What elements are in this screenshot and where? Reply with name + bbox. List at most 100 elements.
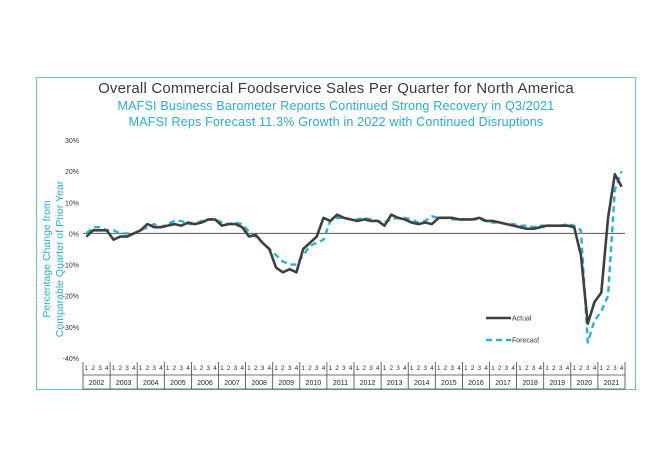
quarter-tick-label: 2 (335, 365, 339, 372)
quarter-tick-label: 1 (85, 365, 89, 372)
quarter-tick-label: 1 (599, 365, 603, 372)
quarter-tick-label: 2 (552, 365, 556, 372)
quarter-tick-label: 2 (579, 365, 583, 372)
quarter-tick-label: 1 (491, 365, 495, 372)
quarter-tick-label: 1 (545, 365, 549, 372)
quarter-tick-label: 3 (288, 365, 292, 372)
quarter-tick-label: 1 (464, 365, 468, 372)
year-label: 2016 (468, 380, 484, 387)
year-label: 2012 (360, 380, 376, 387)
year-label: 2009 (278, 380, 294, 387)
quarter-tick-label: 4 (295, 365, 299, 372)
quarter-tick-label: 3 (342, 365, 346, 372)
year-label: 2003 (116, 380, 132, 387)
quarter-tick-label: 4 (132, 365, 136, 372)
quarter-tick-label: 4 (240, 365, 244, 372)
quarter-tick-label: 3 (261, 365, 265, 372)
quarter-tick-label: 1 (112, 365, 116, 372)
y-tick-label: -30% (63, 325, 79, 332)
quarter-tick-label: 3 (207, 365, 211, 372)
quarter-tick-label: 3 (125, 365, 129, 372)
chart-subtitle-2: MAFSI Reps Forecast 11.3% Growth in 2022… (128, 115, 544, 129)
quarter-tick-label: 3 (478, 365, 482, 372)
y-tick-label: 20% (65, 169, 79, 176)
quarter-tick-label: 3 (505, 365, 509, 372)
quarter-tick-label: 3 (369, 365, 373, 372)
quarter-tick-label: 3 (613, 365, 617, 372)
year-label: 2014 (414, 380, 430, 387)
quarter-tick-label: 4 (511, 365, 515, 372)
quarter-tick-label: 2 (498, 365, 502, 372)
quarter-tick-label: 3 (152, 365, 156, 372)
quarter-tick-label: 1 (301, 365, 305, 372)
quarter-tick-label: 1 (410, 365, 414, 372)
year-label: 2019 (549, 380, 565, 387)
year-label: 2015 (441, 380, 457, 387)
quarter-tick-label: 2 (118, 365, 122, 372)
chart-title: Overall Commercial Foodservice Sales Per… (98, 80, 574, 97)
quarter-tick-label: 4 (349, 365, 353, 372)
year-label: 2011 (333, 380, 348, 387)
quarter-tick-label: 4 (620, 365, 624, 372)
year-label: 2002 (89, 380, 105, 387)
quarter-tick-label: 3 (450, 365, 454, 372)
y-axis-label: Percentage Change fromComparable Quarter… (41, 180, 66, 337)
quarter-tick-label: 3 (98, 365, 102, 372)
quarter-tick-label: 3 (315, 365, 319, 372)
y-tick-label: 30% (65, 138, 79, 145)
year-label: 2021 (604, 380, 620, 387)
quarter-tick-label: 1 (193, 365, 197, 372)
series-line-actual (85, 172, 623, 326)
quarter-tick-label: 2 (91, 365, 95, 372)
quarter-tick-label: 3 (559, 365, 563, 372)
quarter-tick-label: 1 (437, 365, 441, 372)
quarter-tick-label: 1 (356, 365, 360, 372)
quarter-tick-label: 4 (213, 365, 217, 372)
quarter-tick-label: 4 (539, 365, 543, 372)
quarter-tick-label: 1 (383, 365, 387, 372)
quarter-tick-label: 2 (308, 365, 312, 372)
quarter-tick-label: 2 (471, 365, 475, 372)
quarter-tick-label: 2 (417, 365, 421, 372)
quarter-tick-label: 2 (254, 365, 258, 372)
quarter-tick-label: 1 (518, 365, 522, 372)
quarter-tick-label: 2 (606, 365, 610, 372)
y-tick-label: -40% (63, 356, 79, 363)
quarter-tick-label: 4 (457, 365, 461, 372)
year-label: 2008 (251, 380, 267, 387)
series-line-forecast (85, 170, 623, 344)
quarter-tick-label: 2 (525, 365, 529, 372)
year-label: 2017 (495, 380, 511, 387)
quarter-tick-label: 4 (322, 365, 326, 372)
year-label: 2004 (143, 380, 159, 387)
quarter-tick-label: 4 (484, 365, 488, 372)
y-tick-label: -20% (63, 294, 79, 301)
quarter-tick-label: 2 (389, 365, 393, 372)
y-tick-label: 0% (69, 231, 79, 238)
quarter-tick-label: 4 (268, 365, 272, 372)
quarter-tick-label: 3 (234, 365, 238, 372)
year-label: 2010 (306, 380, 322, 387)
legend-label-forecast: Forecast (512, 338, 539, 345)
quarter-tick-label: 2 (173, 365, 177, 372)
quarter-tick-label: 4 (593, 365, 597, 372)
year-label: 2006 (197, 380, 213, 387)
quarter-tick-label: 4 (105, 365, 109, 372)
quarter-tick-label: 2 (281, 365, 285, 372)
quarter-tick-label: 1 (247, 365, 251, 372)
quarter-tick-label: 3 (532, 365, 536, 372)
y-tick-label: 10% (65, 200, 79, 207)
y-tick-label: -10% (63, 263, 79, 270)
quarter-tick-label: 4 (186, 365, 190, 372)
quarter-tick-label: 1 (166, 365, 170, 372)
quarter-tick-label: 2 (444, 365, 448, 372)
quarter-tick-label: 4 (566, 365, 570, 372)
year-label: 2020 (577, 380, 593, 387)
quarter-tick-label: 4 (159, 365, 163, 372)
year-label: 2018 (522, 380, 538, 387)
quarter-tick-label: 3 (423, 365, 427, 372)
year-label: 2013 (387, 380, 403, 387)
year-label: 2007 (224, 380, 240, 387)
quarter-tick-label: 2 (227, 365, 231, 372)
